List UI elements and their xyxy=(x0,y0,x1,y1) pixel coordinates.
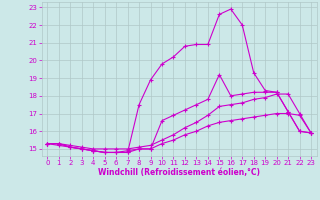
X-axis label: Windchill (Refroidissement éolien,°C): Windchill (Refroidissement éolien,°C) xyxy=(98,168,260,177)
